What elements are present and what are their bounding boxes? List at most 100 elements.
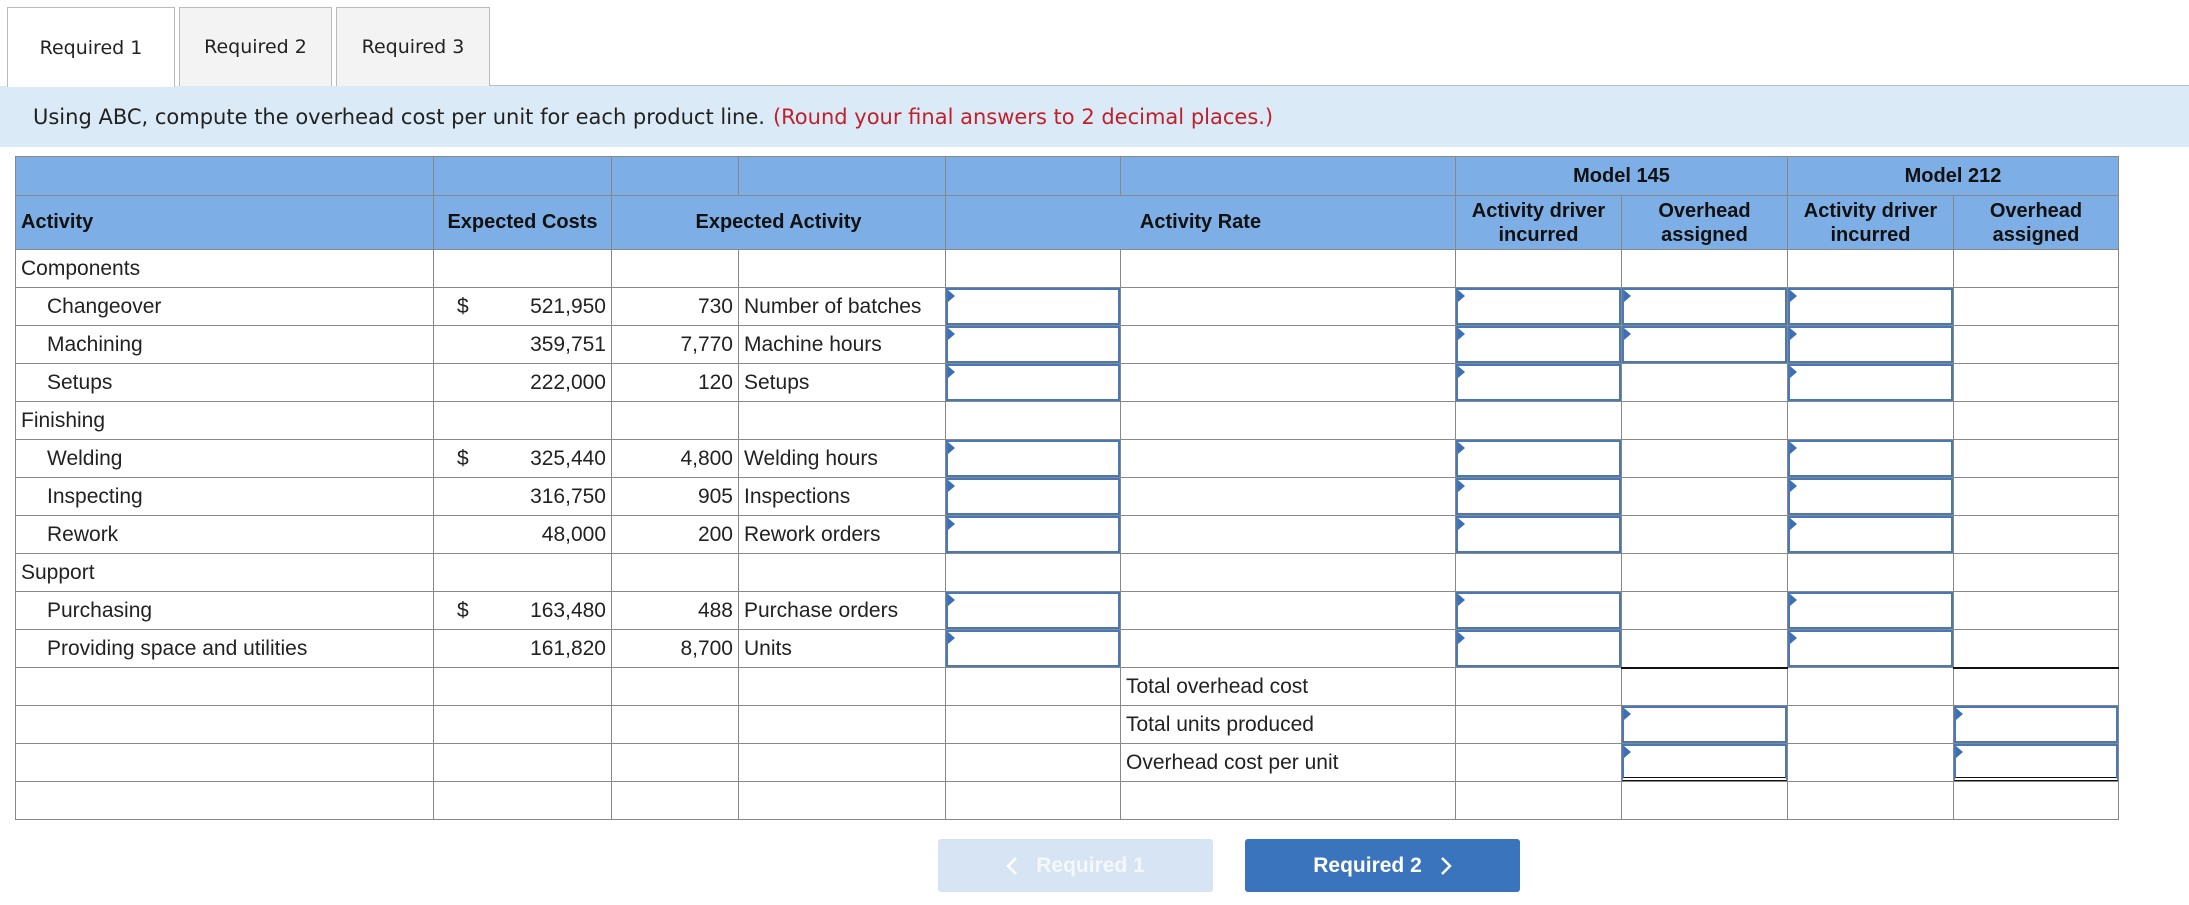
answer-input[interactable] bbox=[946, 516, 1120, 553]
table-row: Components bbox=[15, 249, 2119, 288]
table-cell bbox=[1953, 705, 2119, 744]
table-cell bbox=[738, 781, 946, 820]
answer-input[interactable] bbox=[1788, 364, 1953, 401]
table-cell: 7,770 bbox=[611, 325, 739, 364]
abc-table: Model 145 Model 212 Activity Expected Costs… bbox=[15, 156, 2119, 820]
answer-input[interactable] bbox=[1456, 592, 1621, 629]
answer-input[interactable] bbox=[1622, 288, 1787, 325]
answer-input[interactable] bbox=[1456, 326, 1621, 363]
previous-button[interactable]: Required 1 bbox=[938, 839, 1213, 892]
table-cell: Total overhead cost bbox=[1120, 667, 1456, 706]
table-cell: Support bbox=[15, 553, 434, 592]
table-cell bbox=[1787, 591, 1954, 630]
table-cell bbox=[1120, 629, 1456, 668]
answer-input[interactable] bbox=[946, 288, 1120, 325]
answer-input[interactable] bbox=[1788, 440, 1953, 477]
table-row: Finishing bbox=[15, 401, 2119, 440]
table-cell: 120 bbox=[611, 363, 739, 402]
table-cell bbox=[1120, 591, 1456, 630]
answer-input[interactable] bbox=[1456, 516, 1621, 553]
table-cell: Inspecting bbox=[15, 477, 434, 516]
table-cell bbox=[945, 591, 1121, 630]
answer-input[interactable] bbox=[1456, 440, 1621, 477]
table-cell bbox=[1621, 515, 1788, 554]
table-cell bbox=[1787, 553, 1954, 592]
answer-input[interactable] bbox=[1954, 744, 2118, 781]
table-cell bbox=[1120, 515, 1456, 554]
table-cell bbox=[611, 553, 739, 592]
expected-cost: 161,820 bbox=[530, 636, 606, 660]
table-cell: Purchase orders bbox=[738, 591, 946, 630]
table-cell bbox=[611, 705, 739, 744]
table-cell bbox=[1621, 781, 1788, 820]
tab[interactable]: Required 3 bbox=[336, 7, 490, 86]
table-cell bbox=[945, 667, 1121, 706]
table-cell bbox=[1455, 629, 1622, 668]
answer-input[interactable] bbox=[1788, 288, 1953, 325]
table-cell bbox=[1953, 781, 2119, 820]
answer-input[interactable] bbox=[1622, 744, 1787, 781]
table-cell bbox=[738, 705, 946, 744]
table-cell: Units bbox=[738, 629, 946, 668]
table-cell bbox=[1621, 363, 1788, 402]
table-cell bbox=[1455, 553, 1622, 592]
header-cell: Expected Activity bbox=[611, 195, 946, 250]
table-cell bbox=[433, 743, 612, 782]
model-header: Model 145 bbox=[1455, 156, 1788, 196]
answer-input[interactable] bbox=[1788, 326, 1953, 363]
table-cell bbox=[738, 743, 946, 782]
answer-input[interactable] bbox=[1622, 706, 1787, 743]
answer-input[interactable] bbox=[1456, 364, 1621, 401]
table-row: Changeover $521,950 730 Number of batches bbox=[15, 287, 2119, 326]
table-cell bbox=[1787, 515, 1954, 554]
table-cell bbox=[945, 325, 1121, 364]
answer-input[interactable] bbox=[946, 326, 1120, 363]
tab[interactable]: Required 2 bbox=[179, 7, 332, 86]
answer-input[interactable] bbox=[946, 478, 1120, 515]
table-cell bbox=[433, 667, 612, 706]
answer-input[interactable] bbox=[1788, 592, 1953, 629]
table-cell bbox=[738, 401, 946, 440]
answer-input[interactable] bbox=[946, 592, 1120, 629]
table-cell bbox=[1953, 743, 2119, 782]
table-cell bbox=[945, 553, 1121, 592]
tab-line bbox=[490, 85, 2189, 86]
table-cell bbox=[1455, 705, 1622, 744]
table-cell bbox=[611, 401, 739, 440]
currency: $ bbox=[457, 294, 469, 318]
answer-input[interactable] bbox=[1456, 288, 1621, 325]
table-cell bbox=[945, 287, 1121, 326]
table-cell bbox=[611, 781, 739, 820]
table-row: Total units produced bbox=[15, 705, 2119, 744]
answer-input[interactable] bbox=[1788, 478, 1953, 515]
table-cell bbox=[1621, 325, 1788, 364]
table-cell: $325,440 bbox=[433, 439, 612, 478]
table-cell bbox=[945, 401, 1121, 440]
table-cell: Rework orders bbox=[738, 515, 946, 554]
next-button[interactable]: Required 2 bbox=[1245, 839, 1520, 892]
expected-cost: 48,000 bbox=[541, 522, 606, 546]
currency: $ bbox=[457, 446, 469, 470]
table-cell bbox=[1621, 401, 1788, 440]
answer-input[interactable] bbox=[1954, 706, 2118, 743]
table-cell bbox=[945, 439, 1121, 478]
table-cell: Welding bbox=[15, 439, 434, 478]
header-cell: Activity Rate bbox=[945, 195, 1456, 250]
answer-input[interactable] bbox=[1788, 516, 1953, 553]
header-cell: Overhead assigned bbox=[1621, 195, 1788, 250]
answer-input[interactable] bbox=[1788, 630, 1953, 667]
answer-input[interactable] bbox=[946, 364, 1120, 401]
table-row: Support bbox=[15, 553, 2119, 592]
answer-input[interactable] bbox=[1456, 478, 1621, 515]
header-cell bbox=[945, 156, 1121, 196]
tab[interactable]: Required 1 bbox=[7, 7, 175, 87]
table-cell: Rework bbox=[15, 515, 434, 554]
answer-input[interactable] bbox=[1622, 326, 1787, 363]
answer-input[interactable] bbox=[946, 440, 1120, 477]
expected-cost: 521,950 bbox=[530, 294, 606, 318]
table-cell bbox=[1953, 325, 2119, 364]
answer-input[interactable] bbox=[946, 630, 1120, 667]
table-cell: 48,000 bbox=[433, 515, 612, 554]
answer-input[interactable] bbox=[1456, 630, 1621, 667]
instruction: Using ABC, compute the overhead cost per… bbox=[0, 86, 2189, 147]
